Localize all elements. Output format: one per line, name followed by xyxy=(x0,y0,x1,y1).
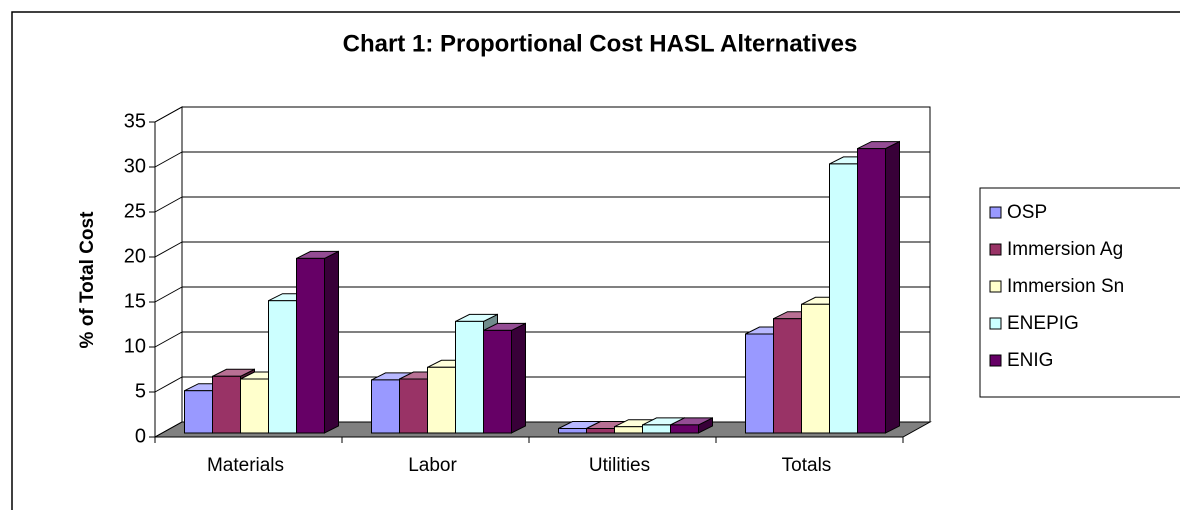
bar-front xyxy=(642,424,671,434)
x-tick-label: Labor xyxy=(408,455,457,476)
legend-swatch xyxy=(989,317,1002,330)
y-tick-label: 25 xyxy=(124,200,146,222)
y-tick-label: 30 xyxy=(124,155,146,177)
y-tick-label: 35 xyxy=(124,110,146,132)
x-tick-label: Utilities xyxy=(589,455,650,476)
legend-label: ENEPIG xyxy=(1007,313,1079,334)
bar xyxy=(483,322,526,434)
legend-swatch xyxy=(989,243,1002,256)
bar-front xyxy=(268,300,297,434)
bar-front xyxy=(670,424,699,434)
bar-front xyxy=(829,163,858,434)
bar-side xyxy=(511,322,526,434)
grid-line xyxy=(154,196,183,213)
bar-front xyxy=(857,148,886,434)
y-tick-label: 10 xyxy=(124,335,146,357)
grid-line xyxy=(154,106,183,123)
bar-front xyxy=(212,375,241,434)
bar-front xyxy=(801,303,830,434)
legend-label: ENIG xyxy=(1007,350,1053,371)
bar-front xyxy=(399,378,428,434)
grid-line xyxy=(154,151,183,168)
x-tick-label: Materials xyxy=(207,455,284,476)
grid-line xyxy=(154,421,183,438)
bar-side xyxy=(885,140,900,434)
bar-front xyxy=(558,428,587,434)
bar-front xyxy=(614,426,643,434)
bar-front xyxy=(240,378,269,434)
x-tick-label: Totals xyxy=(782,455,832,476)
bar-front xyxy=(296,257,325,434)
bar-side xyxy=(324,250,339,434)
bar-front xyxy=(745,333,774,434)
chart-title: Chart 1: Proportional Cost HASL Alternat… xyxy=(343,30,858,57)
legend-swatch xyxy=(989,206,1002,219)
y-tick-label: 20 xyxy=(124,245,146,267)
y-tick-label: 0 xyxy=(135,425,146,447)
bar-front xyxy=(483,329,512,434)
grid-line xyxy=(154,241,183,258)
bar xyxy=(670,417,713,434)
legend-label: OSP xyxy=(1007,202,1047,223)
bar-front xyxy=(773,318,802,434)
legend-swatch xyxy=(989,354,1002,367)
grid-line xyxy=(154,331,183,348)
grid-line xyxy=(154,376,183,393)
bar xyxy=(296,250,339,434)
bar-front xyxy=(586,428,615,434)
bar xyxy=(857,140,900,434)
bar-front xyxy=(184,390,213,434)
y-tick-label: 5 xyxy=(135,380,146,402)
legend-label: Immersion Ag xyxy=(1007,239,1123,260)
legend-label: Immersion Sn xyxy=(1007,276,1124,297)
bar-front xyxy=(455,320,484,434)
y-tick-label: 15 xyxy=(124,290,146,312)
legend-box xyxy=(979,187,1180,398)
side-wall xyxy=(154,106,183,438)
legend-swatch xyxy=(989,280,1002,293)
bar-front xyxy=(427,366,456,434)
grid-line xyxy=(154,286,183,303)
bar-front xyxy=(371,379,400,434)
y-axis-label: % of Total Cost xyxy=(77,211,98,349)
